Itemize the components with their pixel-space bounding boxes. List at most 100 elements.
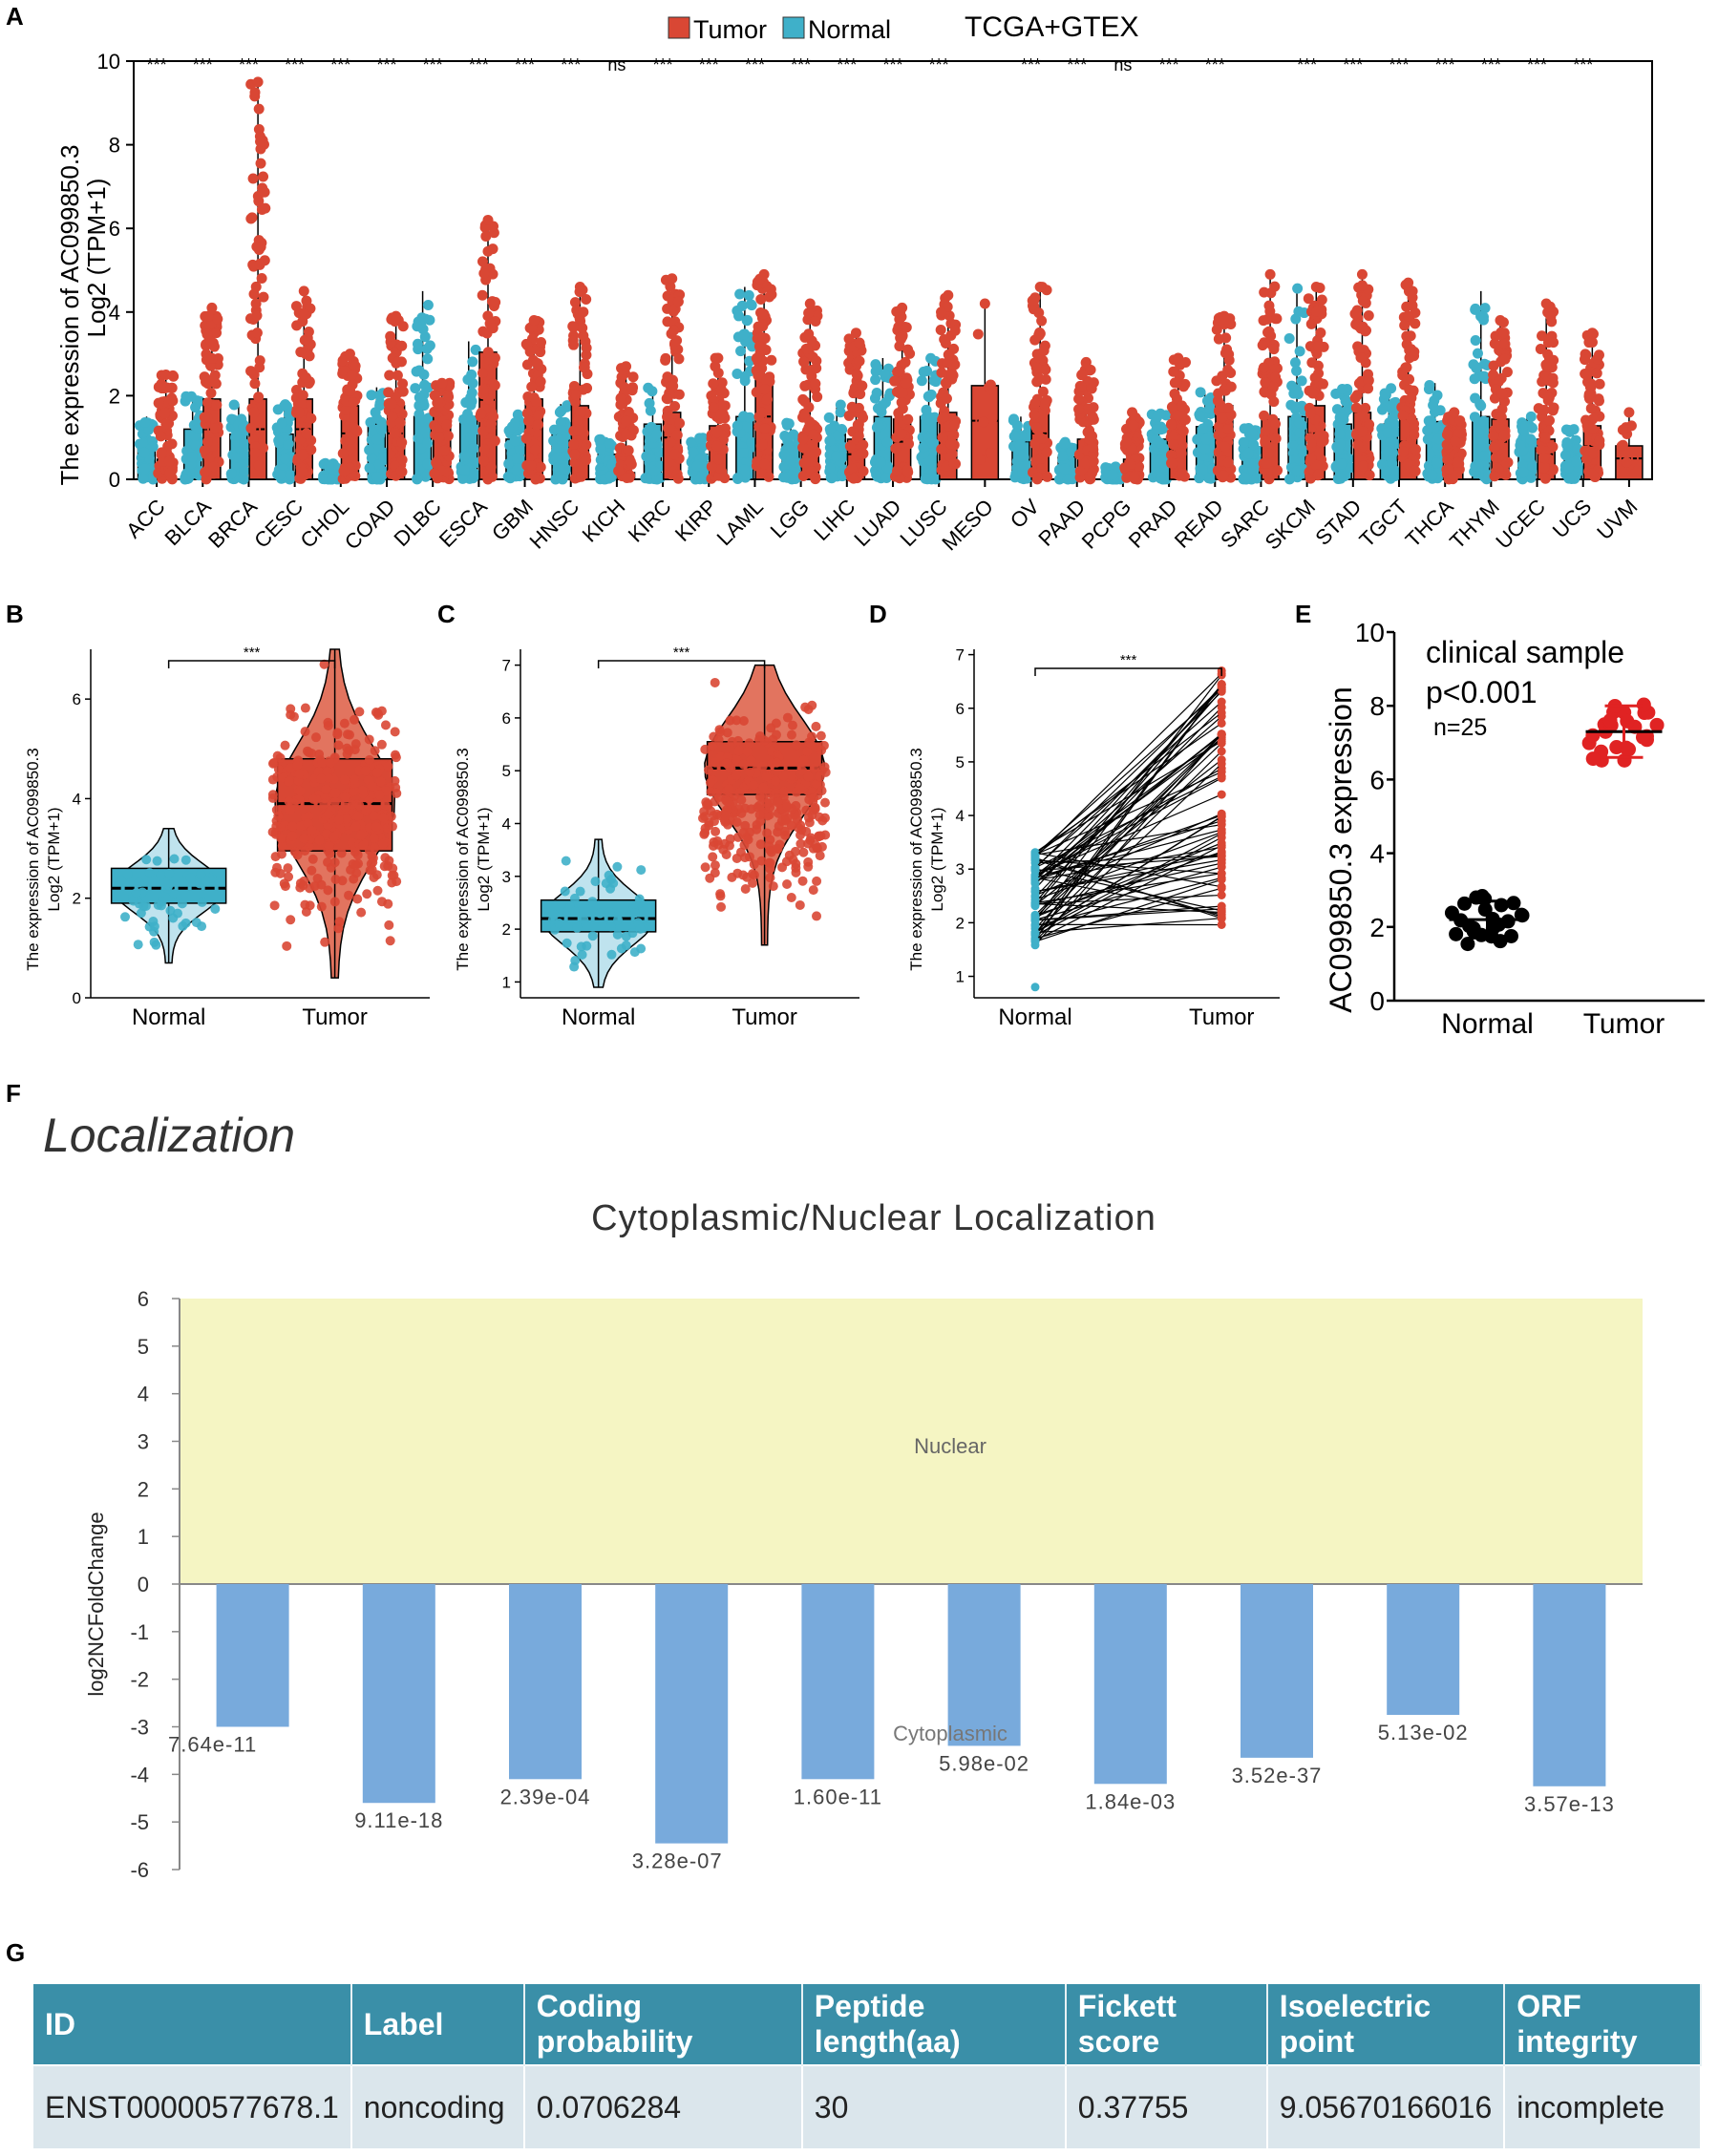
tumor-point [621,415,632,427]
normal-point [557,474,568,485]
significance-label: *** [147,55,167,74]
normal-point [916,375,927,387]
data-point [339,718,350,729]
data-point [756,856,767,866]
tumor-point [167,395,179,407]
tumor-point [159,408,171,419]
normal-point [228,399,240,411]
data-point [287,831,298,841]
tumor-point [1349,308,1361,320]
data-point [342,729,352,740]
data-point [787,720,797,730]
tumor-point [1129,471,1140,482]
panel-label-b: B [6,600,24,628]
normal-point [414,391,425,403]
tumor-max-point [850,328,861,339]
tumor-point [1217,412,1228,424]
tumor-point [1222,424,1234,435]
tumor-point [568,438,580,450]
tumor-point [160,418,172,430]
tumor-point [1268,396,1280,408]
data-point [364,754,374,765]
x-tick-label: DLBC [390,495,446,551]
localization-heading: Localization [43,1109,296,1162]
tumor-point [248,288,260,300]
tumor-point [1030,362,1042,373]
data-point [798,754,809,765]
tumor-point [1040,364,1051,375]
tumor-point [941,392,952,404]
data-point [796,825,807,835]
tumor-point [1217,891,1226,900]
tumor-point [1258,362,1269,373]
normal-point [366,390,377,401]
normal-point [422,458,434,470]
normal-point [1292,389,1304,400]
data-point [635,923,646,934]
tumor-point [711,427,723,438]
data-point [587,931,598,941]
normal-point [186,452,198,463]
tumor-point [810,315,821,327]
tumor-point [574,312,585,324]
normal-point [1563,462,1575,474]
data-point [700,823,711,834]
pair-line [1034,684,1222,903]
cell-isoelectric-point: 9.05670166016 [1266,2064,1506,2148]
normal-point [1158,474,1170,485]
data-point [749,870,759,880]
tumor-point [672,296,684,307]
tumor-point [1217,904,1226,914]
normal-point [138,473,149,484]
x-tick-label: BRCA [203,495,262,553]
data-point [768,881,778,892]
normal-point [1571,455,1582,467]
tumor-point [1583,389,1595,400]
normal-point [422,353,434,365]
data-point [319,798,329,809]
plot-frame [133,60,1653,480]
data-point [762,797,773,808]
tumor-point [615,393,626,405]
tumor-point [477,384,489,395]
tumor-point [1041,446,1052,457]
data-point [196,869,206,879]
data-point [698,813,709,823]
significance-label: *** [330,55,350,74]
normal-point [1389,464,1400,476]
data-point [1449,926,1464,941]
bar [947,1584,1021,1746]
tumor-point [948,420,960,432]
x-tick-label: Tumor [302,1004,367,1030]
tumor-point [1030,454,1042,466]
data-point [268,757,279,768]
data-point [370,843,380,854]
data-point [635,898,646,908]
normal-point [738,448,750,459]
data-point [771,788,781,798]
tumor-point [1073,404,1085,415]
normal-point [875,456,886,468]
data-point [323,772,333,783]
y-tick-label: -3 [130,1716,149,1740]
normal-point [414,409,425,420]
tumor-point [939,333,950,345]
normal-point [925,437,937,449]
pair-line [1034,715,1222,880]
tumor-point [1176,448,1187,459]
tumor-point [577,323,588,334]
tumor-point [846,401,858,412]
tumor-point [1171,377,1182,389]
significance-label: *** [1021,55,1041,74]
normal-point [1335,473,1347,484]
normal-point [1424,380,1435,391]
tumor-max-point [1173,352,1184,364]
tumor-point [1594,434,1605,446]
tumor-point [1489,442,1500,454]
tumor-point [711,440,723,452]
tumor-point [1217,828,1226,837]
tumor-point [1489,471,1500,482]
normal-point [734,288,746,300]
tumor-point [573,425,584,436]
data-point [358,840,369,851]
